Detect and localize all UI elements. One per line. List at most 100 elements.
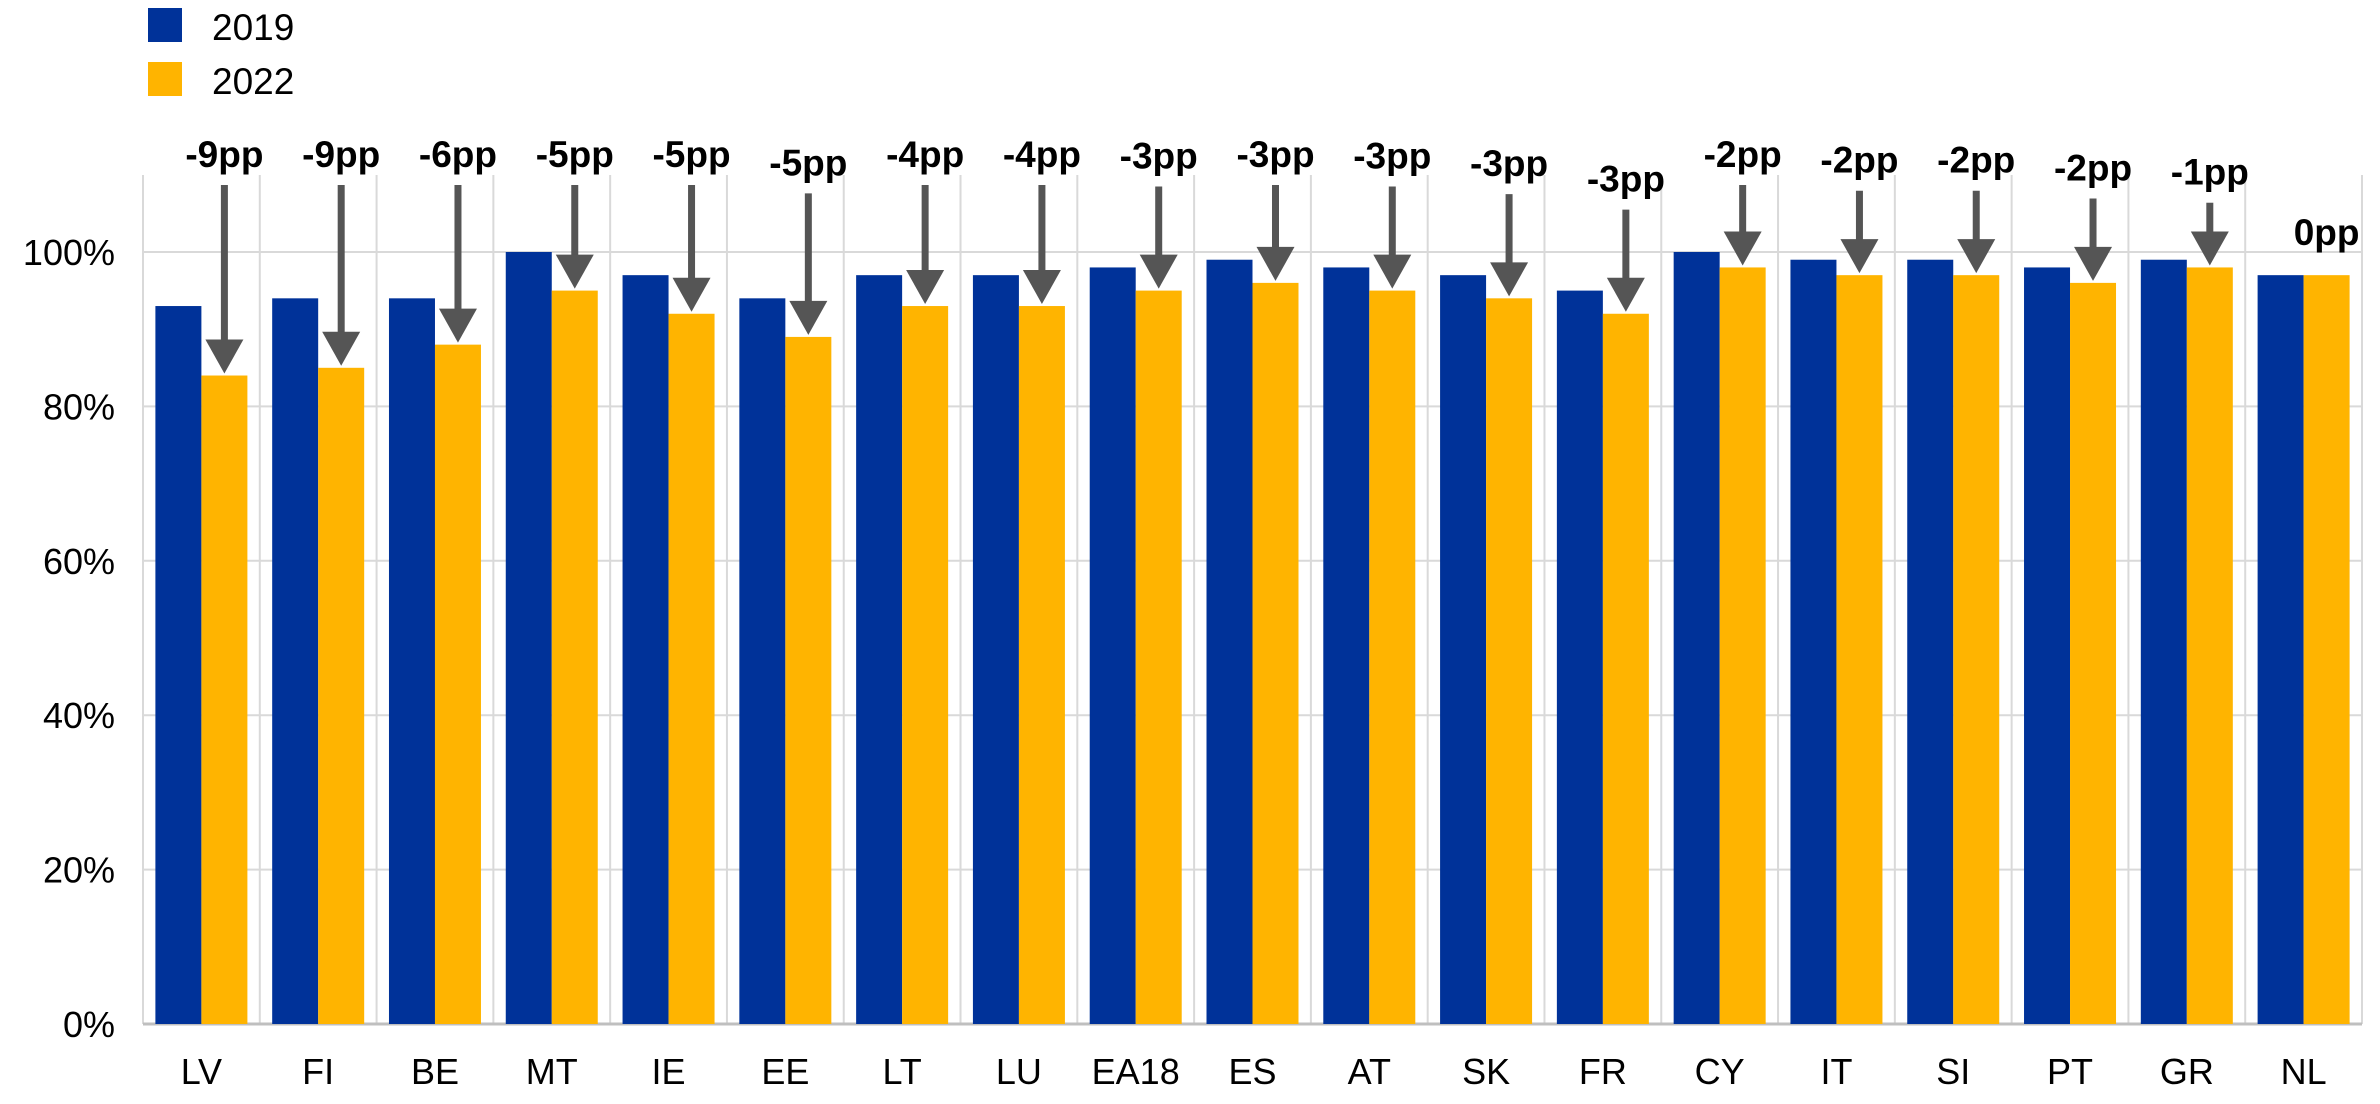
change-label: -3pp: [1470, 143, 1548, 184]
bar-2022: [1486, 298, 1533, 1024]
bar-2019: [272, 298, 319, 1024]
change-label: -2pp: [1704, 134, 1782, 175]
arrow-head: [1022, 270, 1061, 305]
x-tick-label: AT: [1348, 1051, 1391, 1092]
change-label: -4pp: [886, 134, 964, 175]
arrow-head: [906, 270, 945, 305]
bar-2019: [155, 306, 202, 1024]
bar-2019: [1323, 267, 1370, 1024]
bar-2019: [388, 298, 435, 1024]
bar-2022: [434, 344, 481, 1024]
bar-2019: [1907, 259, 1954, 1025]
change-arrows: -9pp -9pp -6pp -5pp -5pp -5pp -4pp -4pp -3pp -3pp…: [185, 134, 2359, 374]
change-label: -2pp: [1937, 140, 2015, 181]
bar-2022: [2070, 282, 2117, 1024]
change-label: -3pp: [1353, 135, 1431, 176]
x-tick-label: LV: [181, 1051, 222, 1092]
bar-2022: [1836, 275, 1883, 1024]
change-label: -9pp: [185, 134, 263, 175]
change-label: 0pp: [2294, 212, 2360, 253]
legend-label-2019: 2019: [212, 7, 294, 48]
legend-swatch-2022: [148, 62, 182, 96]
y-tick-label: 60%: [43, 541, 115, 582]
change-label: -2pp: [2054, 147, 2132, 188]
bar-2022: [1135, 290, 1182, 1025]
x-tick-label: EA18: [1092, 1051, 1180, 1092]
bar-2019: [2257, 275, 2304, 1024]
x-tick-label: CY: [1695, 1051, 1745, 1092]
bar-2022: [785, 336, 832, 1024]
legend-swatch-2019: [148, 8, 182, 42]
x-tick-label: LT: [882, 1051, 921, 1092]
bar-2019: [622, 275, 669, 1024]
change-label: -2pp: [1820, 140, 1898, 181]
x-tick-label: FR: [1579, 1051, 1627, 1092]
change-label: -6pp: [419, 134, 497, 175]
arrow-head: [1723, 231, 1762, 266]
bar-2022: [1369, 290, 1416, 1025]
x-tick-label: ES: [1228, 1051, 1276, 1092]
bar-2022: [1602, 313, 1649, 1024]
arrow-head: [322, 331, 361, 366]
bar-2022: [2186, 267, 2233, 1024]
legend-label-2022: 2022: [212, 61, 294, 102]
y-tick-label: 0%: [63, 1004, 115, 1045]
legend: 2019 2022: [148, 7, 294, 102]
bar-2019: [1556, 290, 1603, 1025]
bar-2022: [1252, 282, 1299, 1024]
bar-2019: [972, 275, 1019, 1024]
x-tick-label: IE: [652, 1051, 686, 1092]
change-label: -3pp: [1587, 159, 1665, 200]
arrow-head: [2074, 246, 2113, 281]
change-label: -3pp: [1120, 135, 1198, 176]
arrow-head: [1256, 246, 1295, 281]
arrow-head: [1840, 239, 1879, 274]
bar-2022: [1018, 306, 1065, 1024]
y-tick-label: 80%: [43, 386, 115, 427]
change-label: -1pp: [2171, 152, 2249, 193]
bar-2022: [902, 306, 949, 1024]
change-label: -5pp: [536, 134, 614, 175]
bar-2019: [1673, 252, 1720, 1024]
x-tick-label: SI: [1936, 1051, 1970, 1092]
bar-2019: [1089, 267, 1136, 1024]
bar-2019: [2140, 259, 2187, 1025]
bar-2022: [551, 290, 598, 1025]
bar-2022: [2303, 275, 2350, 1024]
bar-2019: [2024, 267, 2071, 1024]
x-tick-label: EE: [761, 1051, 809, 1092]
x-tick-label: FI: [302, 1051, 334, 1092]
arrow-head: [1957, 239, 1996, 274]
arrow-head: [1373, 254, 1412, 289]
bar-2019: [505, 252, 552, 1024]
x-tick-label: SK: [1462, 1051, 1510, 1092]
y-tick-label: 100%: [23, 232, 115, 273]
x-tick-label: GR: [2160, 1051, 2214, 1092]
bar-2019: [1790, 259, 1837, 1025]
arrow-head: [789, 300, 828, 335]
bar-2022: [1953, 275, 2000, 1024]
change-label: -5pp: [652, 134, 730, 175]
change-label: -4pp: [1003, 134, 1081, 175]
y-tick-label: 40%: [43, 695, 115, 736]
change-label: -5pp: [769, 142, 847, 183]
change-label: -3pp: [1236, 134, 1314, 175]
arrow-head: [1139, 254, 1178, 289]
x-tick-label: BE: [411, 1051, 459, 1092]
x-tick-label: NL: [2281, 1051, 2327, 1092]
x-tick-label: PT: [2047, 1051, 2093, 1092]
arrow-head: [672, 277, 711, 312]
change-label: -9pp: [302, 134, 380, 175]
arrow-head: [1490, 262, 1529, 297]
bar-2019: [739, 298, 786, 1024]
arrow-head: [438, 308, 477, 343]
arrow-head: [555, 254, 594, 289]
bar-2019: [1206, 259, 1253, 1025]
arrow-head: [2190, 231, 2229, 266]
bar-2019: [1440, 275, 1487, 1024]
y-tick-label: 20%: [43, 850, 115, 891]
bar-2022: [201, 375, 248, 1024]
tick-labels: 0% 20% 40% 60% 80% 100% LV FI BE MT IE EE LT LU EA18 ES…: [23, 232, 2327, 1092]
arrow-head: [1606, 277, 1645, 312]
